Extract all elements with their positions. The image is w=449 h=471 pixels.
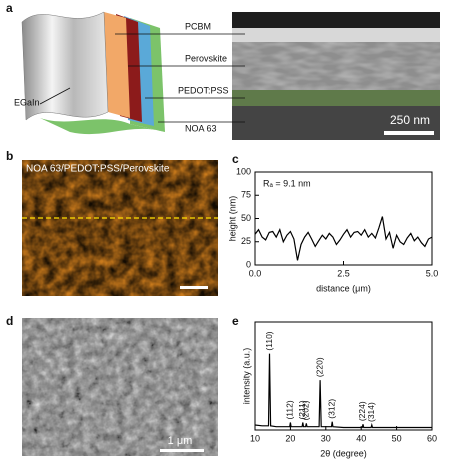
peak-label: (220) — [314, 357, 324, 377]
peak-label: (314) — [366, 402, 376, 422]
noa-layer — [40, 118, 165, 135]
x-tick-label: 60 — [427, 433, 437, 443]
sem-texture — [232, 42, 440, 90]
layer-label: PEDOT:PSS — [178, 85, 229, 95]
x-tick-label: 0.0 — [249, 268, 262, 278]
scale-bar-label: 250 nm — [390, 113, 430, 127]
x-tick-label: 30 — [321, 433, 331, 443]
panel-label: d — [6, 314, 13, 328]
peak-label: (211) — [297, 400, 307, 419]
x-axis-label: distance (μm) — [316, 283, 371, 293]
afm-texture — [22, 160, 218, 296]
scale-bar — [160, 449, 204, 452]
sem-texture — [22, 318, 218, 456]
peak-label: (312) — [326, 399, 336, 419]
annotation: Rₐ = 9.1 nm — [263, 178, 311, 188]
x-tick-label: 5.0 — [426, 268, 439, 278]
x-tick-label: 40 — [356, 433, 366, 443]
peak-label: (224) — [357, 401, 367, 421]
y-tick-label: 0 — [246, 259, 251, 269]
x-tick-label: 50 — [392, 433, 402, 443]
sem-band — [232, 90, 440, 106]
x-tick-label: 20 — [285, 433, 295, 443]
y-tick-label: 25 — [241, 236, 251, 246]
scale-bar-label: 1 μm — [168, 435, 193, 447]
scale-bar — [180, 286, 208, 289]
afm-caption: NOA 63/PEDOT:PSS/Perovskite — [26, 164, 170, 175]
y-tick-label: 75 — [241, 190, 251, 200]
data-line — [254, 216, 433, 261]
panel-label: a — [6, 1, 13, 15]
egain-electrode — [21, 11, 109, 121]
sem-band — [232, 12, 440, 28]
data-line — [254, 353, 432, 429]
layer-label: Perovskite — [185, 53, 227, 63]
layer-label: PCBM — [185, 21, 211, 31]
scale-bar — [384, 131, 434, 135]
leader-lines — [39, 33, 245, 123]
peak-label: (202) — [301, 400, 311, 420]
x-tick-label: 2.5 — [337, 268, 350, 278]
x-axis-label: 2θ (degree) — [320, 448, 367, 458]
pcbm-layer — [104, 12, 130, 118]
peak-label: (110) — [264, 331, 274, 350]
panel-label: e — [232, 314, 239, 328]
y-tick-label: 100 — [236, 166, 251, 176]
sem-band — [232, 28, 440, 42]
electrode-label: EGaIn — [14, 97, 40, 107]
y-axis-label: height (nm) — [227, 196, 237, 242]
layer-label: NOA 63 — [185, 123, 217, 133]
x-tick-label: 10 — [250, 433, 260, 443]
y-axis-label: intensity (a.u.) — [241, 348, 251, 405]
panel-label: b — [6, 149, 13, 163]
panel-label: c — [232, 152, 239, 166]
peak-label: (112) — [285, 400, 295, 419]
plot-frame — [254, 321, 433, 431]
y-tick-label: 50 — [241, 213, 251, 223]
